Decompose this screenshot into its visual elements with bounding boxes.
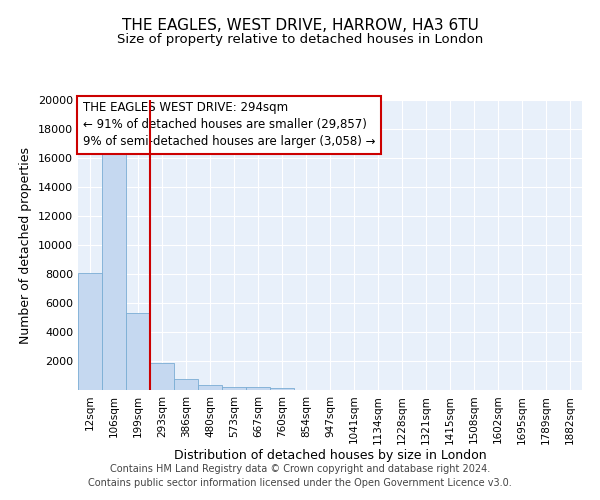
Bar [150,363,174,390]
Bar [126,313,150,390]
Text: Size of property relative to detached houses in London: Size of property relative to detached ho… [117,32,483,46]
Bar [270,388,294,390]
Text: Contains HM Land Registry data © Crown copyright and database right 2024.
Contai: Contains HM Land Registry data © Crown c… [88,464,512,487]
Text: THE EAGLES WEST DRIVE: 294sqm
← 91% of detached houses are smaller (29,857)
9% o: THE EAGLES WEST DRIVE: 294sqm ← 91% of d… [83,102,376,148]
Bar [198,386,222,390]
Bar [222,386,246,390]
Text: THE EAGLES, WEST DRIVE, HARROW, HA3 6TU: THE EAGLES, WEST DRIVE, HARROW, HA3 6TU [122,18,478,32]
Y-axis label: Number of detached properties: Number of detached properties [19,146,32,344]
Bar [246,387,270,390]
X-axis label: Distribution of detached houses by size in London: Distribution of detached houses by size … [173,449,487,462]
Bar [174,379,198,390]
Bar [78,272,102,390]
Bar [102,151,126,390]
